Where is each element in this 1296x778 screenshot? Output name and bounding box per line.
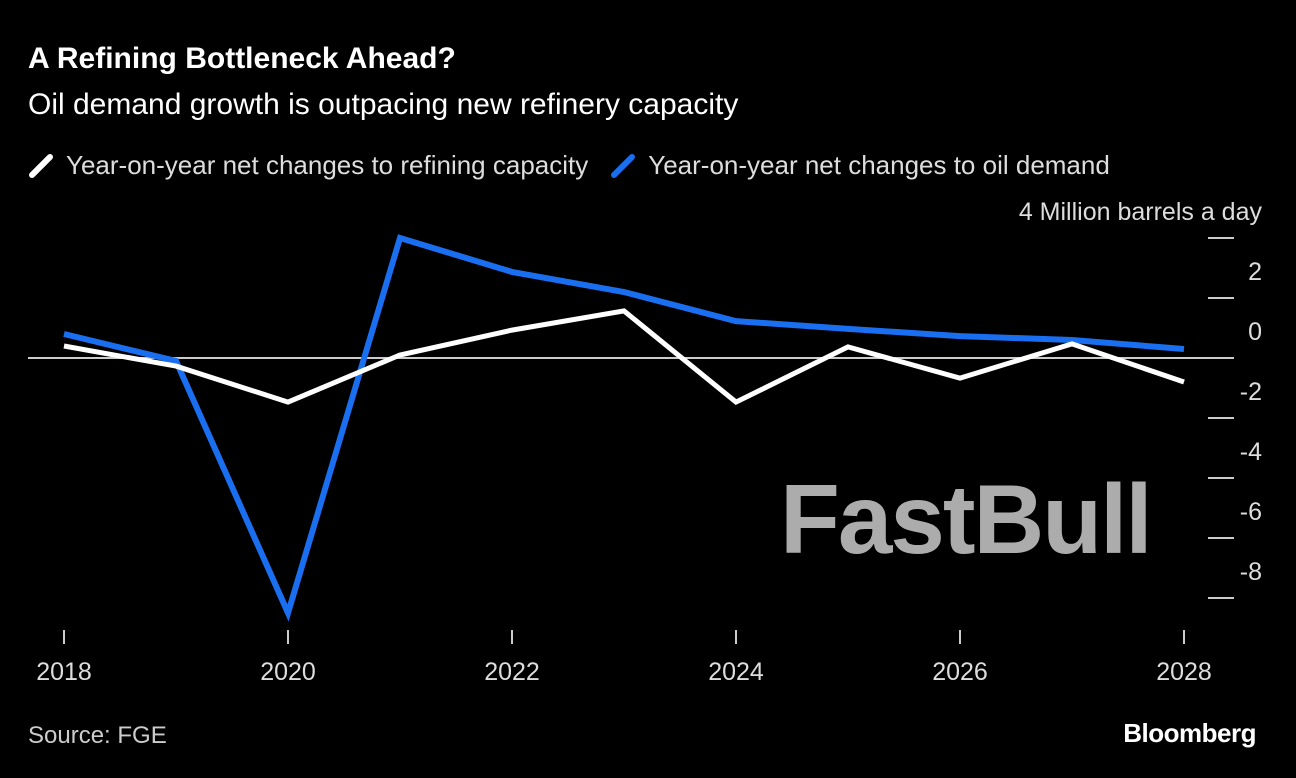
chart-subtitle: Oil demand growth is outpacing new refin… [28, 88, 739, 121]
source-note: Source: FGE [28, 722, 167, 749]
y-tick-label: -4 [1240, 438, 1262, 466]
legend-swatch-demand [611, 153, 636, 178]
legend-label-refining: Year-on-year net changes to refining cap… [66, 150, 589, 180]
bloomberg-logo: Bloomberg [1123, 718, 1256, 748]
y-tick-label: 4 Million barrels a day [1019, 198, 1263, 226]
legend-item-demand: Year-on-year net changes to oil demand [610, 150, 1110, 181]
legend-label-demand: Year-on-year net changes to oil demand [648, 150, 1110, 180]
x-tick-label: 2020 [260, 658, 316, 686]
x-tick-label: 2028 [1156, 658, 1212, 686]
legend-item-refining: Year-on-year net changes to refining cap… [28, 150, 588, 181]
y-tick-label: 2 [1248, 258, 1262, 286]
x-tick-label: 2018 [36, 658, 92, 686]
y-tick-label: -8 [1240, 558, 1262, 586]
series-line-refining [63, 308, 1185, 406]
x-tick-label: 2024 [708, 658, 764, 686]
y-tick-label: 0 [1248, 318, 1262, 346]
y-tick-label: -6 [1240, 498, 1262, 526]
x-tick-label: 2026 [932, 658, 988, 686]
series-line-demand [63, 234, 1185, 622]
legend-swatch-refining [29, 153, 53, 178]
watermark: FastBull [780, 464, 1153, 574]
chart-title: A Refining Bottleneck Ahead? [28, 42, 456, 75]
y-tick-label: -2 [1240, 378, 1262, 406]
x-tick-label: 2022 [484, 658, 540, 686]
legend: Year-on-year net changes to refining cap… [28, 150, 1110, 181]
